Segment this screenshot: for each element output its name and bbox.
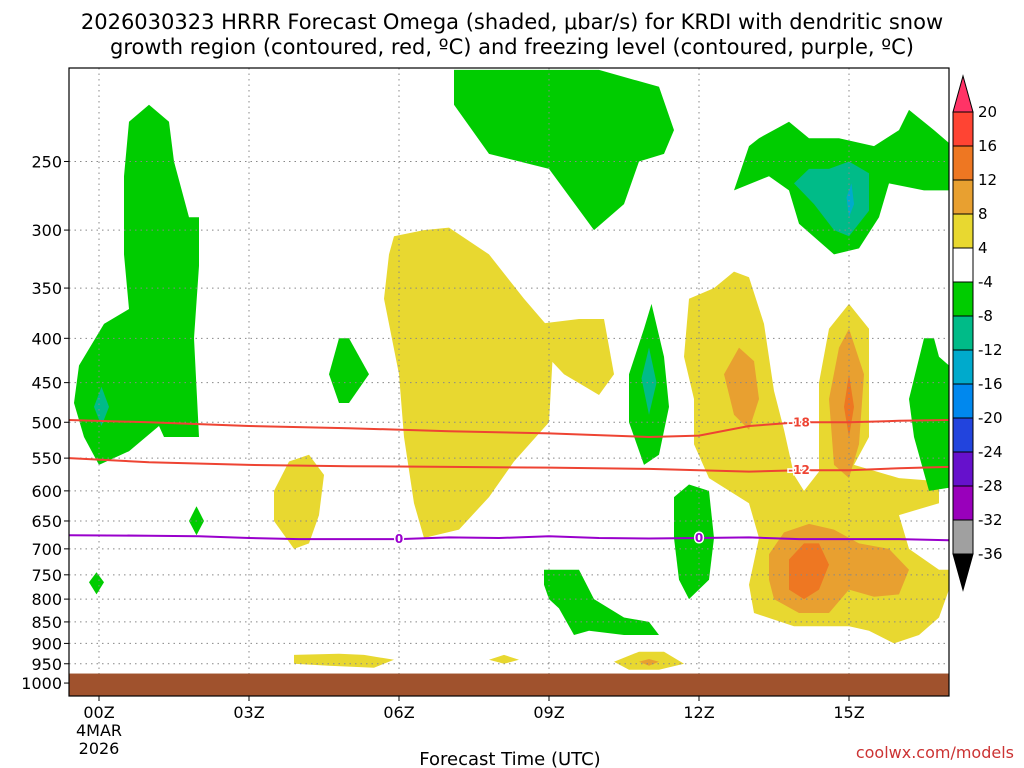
omega-region-5 [454,69,674,231]
dgz-minus12-line [69,457,949,473]
y-tick-label-500: 500 [31,413,62,432]
omega-region-12 [724,347,759,430]
colorbar-label-5: -4 [978,273,993,291]
plot-frame [68,67,950,697]
colorbar-swatch-1 [952,111,974,147]
freezing-0-line [69,534,949,542]
y-tick-label-250: 250 [31,152,62,171]
colorbar: 20 16 12 8 4 -4 -8 -12 -16 -20 -24 -28 -32 -36 [952,74,1003,592]
omega-region-19 [846,183,854,218]
y-tick-label-350: 350 [31,279,62,298]
colorbar-swatch-6 [952,281,974,317]
x-tick-label-00Z: 00Z [83,703,114,722]
colorbar-label-6: -8 [978,307,993,325]
x-tick-label-15Z: 15Z [833,703,864,722]
colorbar-label-1: 16 [978,137,997,155]
omega-region-4 [329,338,369,403]
omega-region-22 [544,569,659,635]
colorbar-swatch-3 [952,179,974,215]
chart-title-line1: 2026030323 HRRR Forecast Omega (shaded, … [81,10,943,34]
ground-fill [69,673,949,696]
colorbar-bottom-arrow [952,553,974,592]
y-tick-label-900: 900 [31,634,62,653]
colorbar-swatch-2 [952,145,974,181]
colorbar-swatch-7 [952,315,974,351]
contour-lines: -18 -12 0 0 [69,414,949,548]
freezing-0-label-0: 0 [395,532,403,546]
colorbar-swatch-4 [952,213,974,249]
colorbar-swatch-8 [952,349,974,385]
colorbar-label-9: -20 [978,409,1003,427]
colorbar-swatch-12 [952,485,974,521]
omega-region-21 [674,484,714,600]
x-tick-date: 4MAR [76,721,122,740]
colorbar-label-13: -36 [978,545,1003,563]
y-tick-label-1000: 1000 [21,674,62,693]
colorbar-label-12: -32 [978,511,1003,529]
x-axis-title: Forecast Time (UTC) [419,749,600,768]
colorbar-label-4: 4 [978,239,988,257]
y-tick-label-850: 850 [31,613,62,632]
omega-region-8 [274,454,324,549]
colorbar-swatch-10 [952,417,974,453]
x-tick-label-06Z: 06Z [383,703,414,722]
y-tick-label-750: 750 [31,566,62,585]
y-tick-label-300: 300 [31,221,62,240]
y-tick-label-800: 800 [31,590,62,609]
omega-region-23 [294,653,394,668]
omega-region-0 [74,104,199,465]
y-tick-label-450: 450 [31,374,62,393]
freezing-0-label-1: 0 [695,531,703,545]
colorbar-label-11: -28 [978,477,1003,495]
x-tick-label-09Z: 09Z [533,703,564,722]
credit-text: coolwx.com/models [856,743,1014,762]
colorbar-label-7: -12 [978,341,1003,359]
colorbar-label-10: -24 [978,443,1003,461]
omega-region-26 [639,659,659,666]
colorbar-label-2: 12 [978,171,997,189]
omega-region-10 [641,347,657,415]
colorbar-label-0: 20 [978,103,997,121]
x-tick-year: 2026 [79,739,120,758]
omega-region-6 [384,227,554,538]
gridlines [69,68,949,696]
dgz-minus18-label-0: -18 [788,415,810,429]
y-tick-label-400: 400 [31,329,62,348]
y-tick-label-600: 600 [31,482,62,501]
omega-region-16 [789,543,829,600]
x-tick-label-03Z: 03Z [233,703,264,722]
colorbar-label-3: 8 [978,205,988,223]
omega-region-7 [539,319,614,395]
omega-region-20 [909,338,949,491]
y-tick-label-650: 650 [31,512,62,531]
dgz-minus18-line [69,419,949,439]
omega-region-3 [89,572,104,595]
y-tick-label-950: 950 [31,655,62,674]
colorbar-swatch-9 [952,383,974,419]
colorbar-label-8: -16 [978,375,1003,393]
colorbar-swatch-5 [952,247,974,283]
omega-shading [74,69,949,670]
pressure-axis: 250 300 350 400 450 500 550 600 650 700 750 800 850 9… [21,152,69,693]
chart-title-line2: growth region (contoured, red, ºC) and f… [110,35,914,59]
omega-region-1 [94,386,109,426]
y-tick-label-700: 700 [31,540,62,559]
x-tick-label-12Z: 12Z [683,703,714,722]
colorbar-swatch-13 [952,519,974,555]
omega-region-18 [794,161,869,237]
omega-region-24 [489,654,519,664]
dgz-minus12-label-0: -12 [788,463,810,477]
y-tick-label-550: 550 [31,449,62,468]
colorbar-swatch-11 [952,451,974,487]
